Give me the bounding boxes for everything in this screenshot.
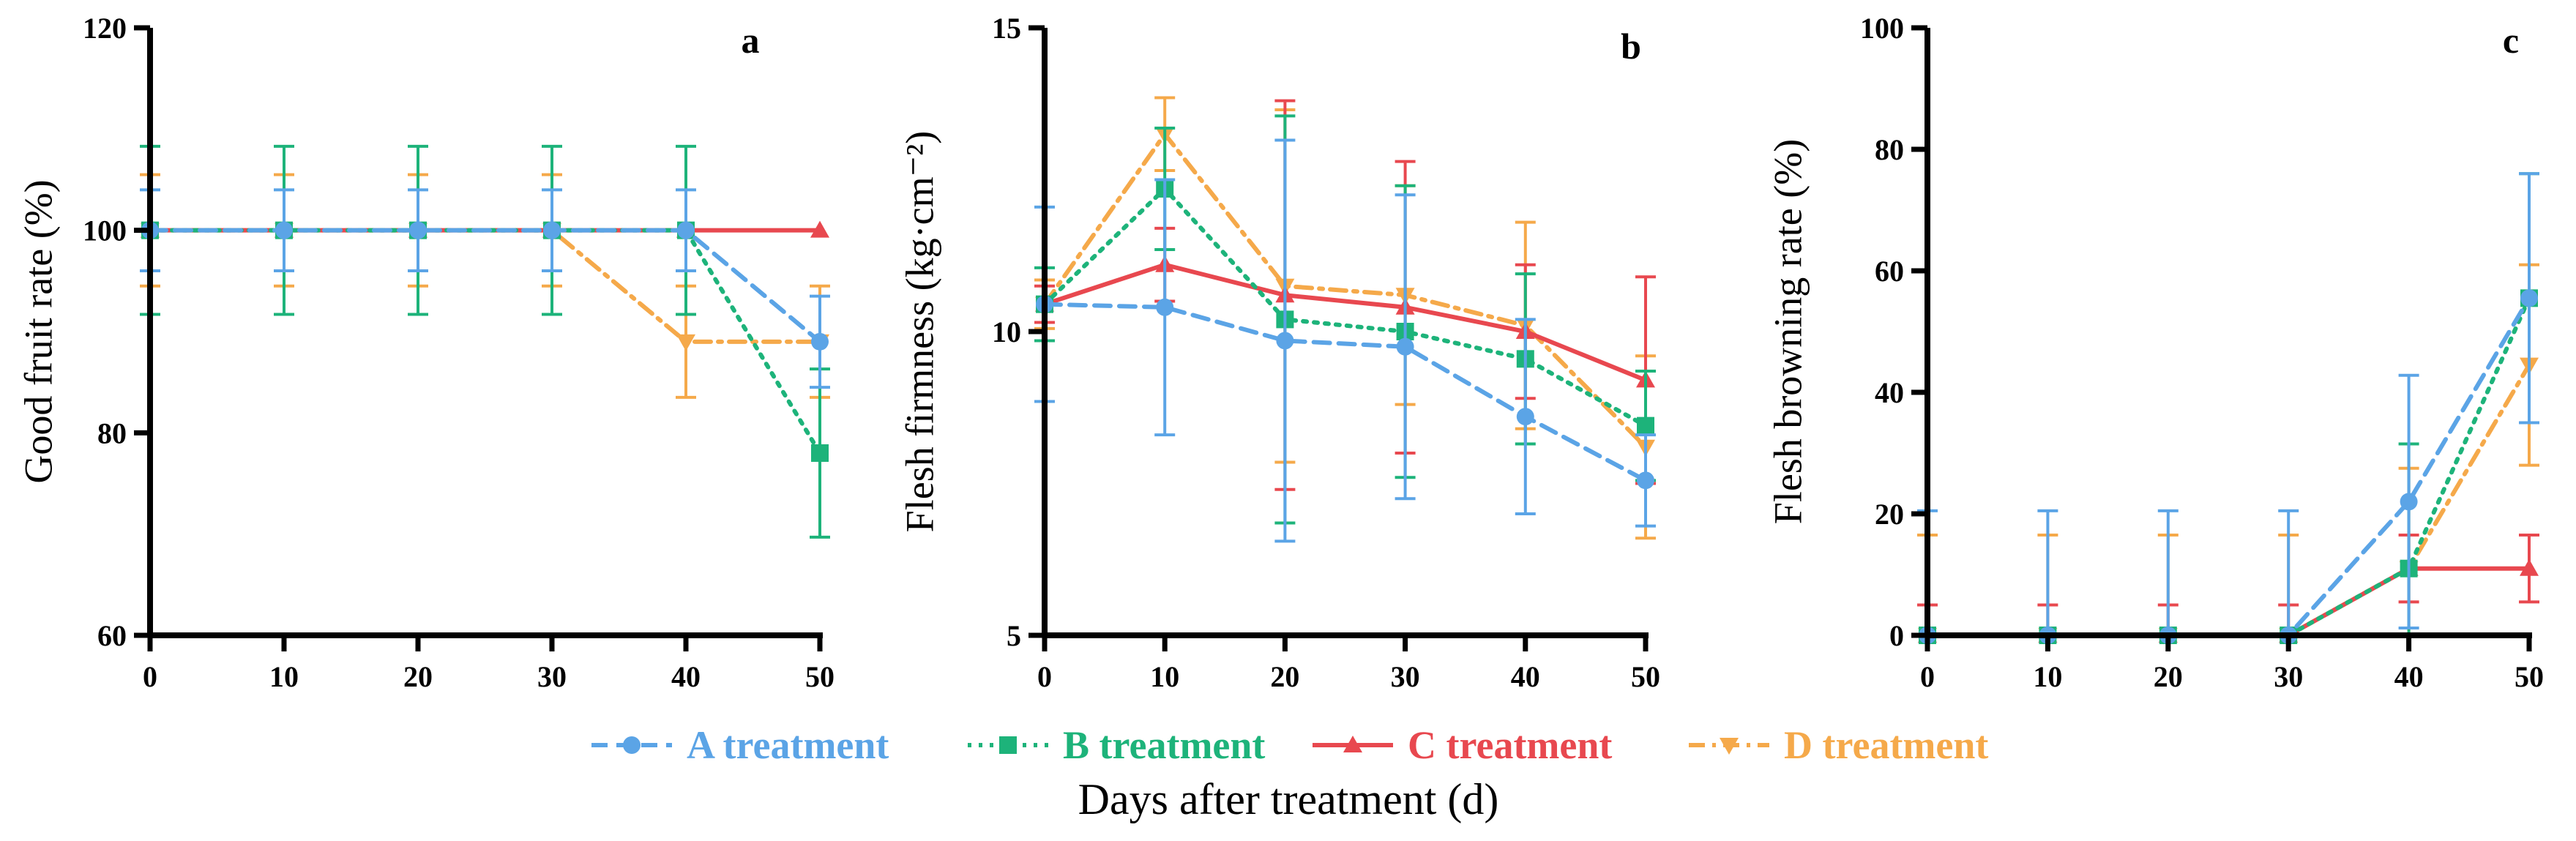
series-line <box>1042 130 1648 449</box>
series-line <box>1042 185 1648 428</box>
legend-item-a: A treatment <box>591 723 889 767</box>
x-tick-label: 10 <box>2033 660 2062 693</box>
legend-marker <box>1720 738 1739 755</box>
x-tick-label: 10 <box>269 660 299 693</box>
legend-item-c: C treatment <box>1313 723 1612 767</box>
x-tick-label: 40 <box>2394 660 2424 693</box>
data-point <box>810 220 829 238</box>
series-b-treatment <box>140 144 830 539</box>
y-tick-label: 0 <box>1889 619 1904 652</box>
series-line <box>1925 296 2531 638</box>
legend-marker <box>1343 736 1362 752</box>
x-tick-label: 50 <box>2515 660 2544 693</box>
y-tick-label: 120 <box>83 12 127 45</box>
data-point <box>1637 471 1654 490</box>
panel-a: 60 80 100 120 0 10 20 30 40 50 Good fruit rate (%)… <box>16 12 835 693</box>
legend-marker <box>623 736 641 754</box>
legend-item-b: B treatment <box>968 723 1265 767</box>
legend-label: D treatment <box>1784 723 1988 767</box>
series-line <box>1925 566 2531 638</box>
panel-b: 5 10 15 0 10 20 30 40 50 Flesh firmness (kg·cm⁻²)… <box>897 12 1660 693</box>
series-a-treatment <box>1917 172 2539 644</box>
x-tick-label: 30 <box>1391 660 1420 693</box>
data-point <box>1396 337 1414 356</box>
y-tick-label: 80 <box>1875 133 1904 166</box>
series-b-treatment <box>1034 114 1656 525</box>
data-point <box>677 221 695 239</box>
data-point <box>1156 298 1174 316</box>
x-tick-label: 50 <box>1631 660 1660 693</box>
data-point <box>409 221 427 239</box>
x-tick-label: 0 <box>1920 660 1935 693</box>
x-tick-label: 30 <box>2274 660 2303 693</box>
x-tick-label: 20 <box>2154 660 2183 693</box>
data-point <box>811 444 829 462</box>
series-d-treatment <box>1034 96 1656 540</box>
panel-letter: a <box>742 20 760 61</box>
y-tick-label: 10 <box>992 315 1021 348</box>
y-tick-label: 15 <box>992 12 1021 45</box>
y-tick-label: 5 <box>1007 619 1021 652</box>
x-tick-label: 40 <box>1511 660 1540 693</box>
data-point <box>676 334 695 351</box>
series-a-treatment <box>1034 138 1656 543</box>
y-tick-label: 40 <box>1875 376 1904 409</box>
x-tick-label: 0 <box>143 660 157 693</box>
y-tick-label: 100 <box>1860 12 1904 45</box>
y-axis-title: Good fruit rate (%) <box>16 179 60 483</box>
series-c-treatment <box>1034 99 1656 491</box>
legend-marker <box>999 736 1017 754</box>
data-point <box>2520 289 2538 307</box>
legend-item-d: D treatment <box>1689 723 1988 767</box>
data-point <box>811 332 829 351</box>
data-point <box>1276 332 1294 350</box>
data-point <box>2520 558 2539 576</box>
panel-letter: c <box>2503 20 2519 61</box>
y-tick-label: 60 <box>1875 255 1904 288</box>
legend: A treatment B treatment C treatment D treat… <box>591 723 1988 767</box>
series-line <box>1042 262 1648 383</box>
data-point <box>1637 416 1654 435</box>
data-point <box>1516 408 1534 426</box>
series-d-treatment <box>140 173 830 399</box>
x-tick-label: 20 <box>1270 660 1299 693</box>
series-d-treatment <box>1917 263 2539 645</box>
y-tick-label: 60 <box>97 619 127 652</box>
series-line <box>1042 302 1648 483</box>
x-tick-label: 10 <box>1150 660 1179 693</box>
series-line <box>148 228 822 344</box>
series-line <box>1925 296 2531 638</box>
data-point <box>275 221 293 239</box>
y-axis-title: Flesh firmness (kg·cm⁻²) <box>897 131 941 533</box>
legend-label: B treatment <box>1063 723 1265 767</box>
x-tick-label: 40 <box>671 660 701 693</box>
data-point <box>543 221 561 239</box>
data-point <box>2400 493 2418 511</box>
x-tick-label: 30 <box>537 660 567 693</box>
y-tick-label: 20 <box>1875 498 1904 531</box>
panel-letter: b <box>1621 26 1641 67</box>
x-tick-label: 0 <box>1037 660 1052 693</box>
series-line <box>148 228 822 344</box>
series-c-treatment <box>1917 534 2539 643</box>
y-axis-title: Flesh browning rate (%) <box>1766 139 1810 524</box>
x-axis-title: Days after treatment (d) <box>1078 775 1499 823</box>
y-tick-label: 100 <box>83 214 127 247</box>
legend-label: C treatment <box>1408 723 1612 767</box>
x-tick-label: 20 <box>403 660 433 693</box>
x-tick-label: 50 <box>805 660 835 693</box>
legend-label: A treatment <box>687 723 889 767</box>
panel-c: 0 20 40 60 80 100 0 10 20 30 40 50 Flesh browning ra… <box>1766 12 2544 693</box>
series-b-treatment <box>1919 172 2539 644</box>
series-a-treatment <box>140 188 830 389</box>
y-tick-label: 80 <box>97 416 127 449</box>
